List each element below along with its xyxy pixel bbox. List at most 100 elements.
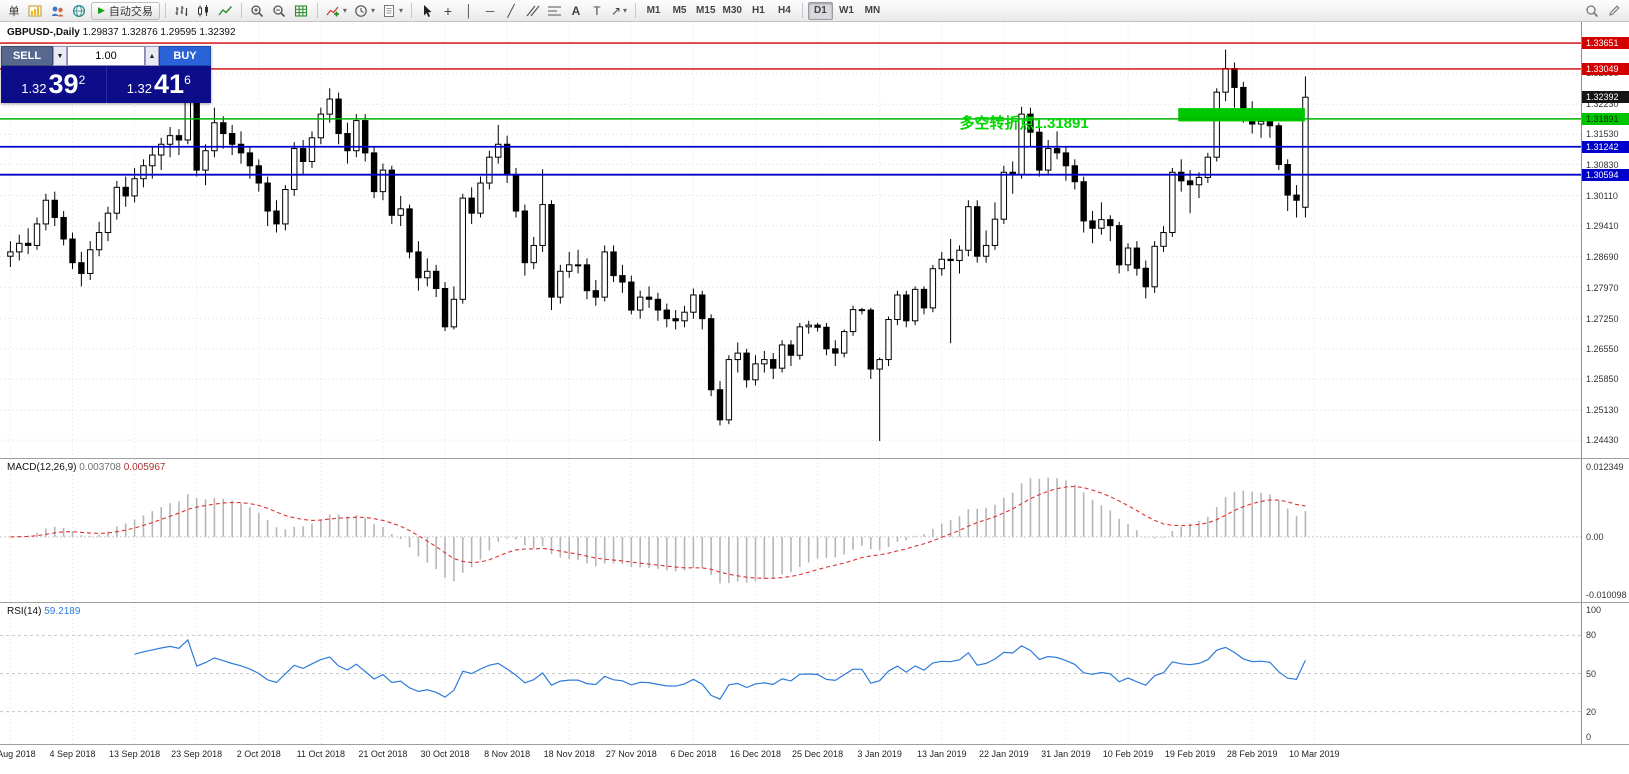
text-button[interactable]: A [566, 2, 586, 20]
price-tag: 1.33651 [1582, 37, 1629, 50]
sell-button[interactable]: SELL [1, 46, 53, 66]
date-label: 2 Oct 2018 [236, 749, 281, 759]
candlestick-icon [197, 4, 208, 16]
zoom-in-icon [251, 4, 263, 17]
rsi-panel[interactable] [0, 603, 1581, 744]
indicator-axis-label: 50 [1586, 668, 1597, 679]
indicator-axis-label: 0.012349 [1586, 462, 1624, 472]
timeframe-w1-button[interactable]: W1 [834, 2, 859, 20]
timeframe-h1-button[interactable]: H1 [746, 2, 771, 20]
clock-icon [355, 4, 367, 17]
buy-price-sup: 6 [184, 73, 191, 87]
chevron-down-icon: ▾ [342, 6, 347, 15]
price-grid-label: 1.25130 [1586, 404, 1619, 415]
date-label: 6 Dec 2018 [670, 749, 717, 759]
timeframe-m30-button[interactable]: M30 [720, 2, 745, 20]
templates-button[interactable]: ▾ [379, 2, 406, 20]
date-label: 31 Jan 2019 [1041, 749, 1091, 759]
horizontal-line-icon: ─ [485, 3, 495, 18]
date-label: 8 Nov 2018 [484, 749, 531, 759]
timeframe-m15-button[interactable]: M15 [693, 2, 718, 20]
price-grid-label: 1.32230 [1586, 99, 1619, 110]
timeframe-d1-button[interactable]: D1 [807, 1, 833, 20]
zoom-in-button[interactable] [247, 2, 268, 20]
toolbar-separator [316, 3, 318, 18]
chart-symbol-label: GBPUSD-,Daily [7, 27, 80, 38]
text-label-button[interactable]: T [587, 2, 607, 20]
edit-button[interactable] [1604, 2, 1625, 20]
date-label: 25 Dec 2018 [792, 749, 844, 759]
new-order-button[interactable]: 单 [4, 2, 24, 20]
indicators-icon [326, 6, 339, 16]
indicators-button[interactable]: ▾ [323, 2, 350, 20]
sell-price[interactable]: 1.32 39 2 [1, 66, 106, 103]
price-axis[interactable]: 1.329501.322301.315301.308301.301101.294… [1581, 22, 1629, 744]
candlestick-button[interactable] [193, 2, 214, 20]
price-grid-label: 1.25850 [1586, 373, 1619, 384]
toolbar-separator [410, 3, 412, 18]
profiles-button[interactable] [47, 2, 68, 20]
new-chart-icon [28, 5, 42, 16]
timeframe-h4-button[interactable]: H4 [772, 2, 797, 20]
date-label: 27 Nov 2018 [605, 749, 657, 759]
autotrading-label: 自动交易 [108, 5, 153, 18]
candlestick-chart[interactable]: 多空转折点1.31891 [0, 22, 1581, 458]
vertical-line-button[interactable]: │ [459, 2, 479, 20]
toolbar-separator [635, 3, 637, 18]
lot-size-input[interactable] [68, 47, 144, 65]
cursor-icon [424, 4, 432, 17]
lot-increase-button[interactable]: ▲ [145, 46, 159, 66]
one-click-trading-panel: SELL ▼ ▲ BUY 1.32 39 2 1.32 41 6 [1, 46, 211, 103]
template-icon [383, 4, 394, 17]
timeframe-m1-button[interactable]: M1 [641, 2, 666, 20]
indicator-axis-label: 80 [1586, 630, 1597, 641]
rsi-line [134, 638, 1306, 700]
arrows-button[interactable]: ↗ ▾ [608, 2, 630, 20]
date-label: 4 Sep 2018 [49, 749, 96, 759]
timeframe-mn-button[interactable]: MN [860, 2, 885, 20]
price-grid-label: 1.24430 [1586, 435, 1619, 446]
date-label: 13 Jan 2019 [916, 749, 967, 759]
periods-button[interactable]: ▾ [351, 2, 378, 20]
search-button[interactable] [1582, 2, 1603, 20]
date-label: 26 Aug 2018 [0, 749, 36, 759]
lot-decrease-button[interactable]: ▼ [53, 46, 67, 66]
profiles-icon [52, 6, 63, 16]
chart-annotation: 多空转折点1.31891 [959, 114, 1088, 132]
rsi-panel-resize-handle[interactable] [0, 602, 1629, 603]
crosshair-button[interactable]: + [438, 2, 458, 20]
price-grid-label: 1.27970 [1586, 282, 1619, 293]
toolbar-separator [801, 3, 803, 18]
navigator-button[interactable] [69, 2, 90, 20]
indicator-axis-label: -0.010098 [1586, 590, 1627, 600]
zoom-out-button[interactable] [269, 2, 290, 20]
cursor-button[interactable] [417, 2, 437, 20]
buy-price[interactable]: 1.32 41 6 [105, 66, 212, 103]
vertical-line-icon: │ [465, 3, 473, 18]
trendline-button[interactable]: ╱ [501, 2, 521, 20]
chart-title: GBPUSD-,Daily 1.29837 1.32876 1.29595 1.… [7, 27, 236, 38]
macd-name: MACD(12,26,9) [7, 462, 77, 473]
channel-button[interactable] [522, 2, 543, 20]
zoom-out-icon [273, 4, 285, 17]
timeframe-m5-button[interactable]: M5 [667, 2, 692, 20]
sell-price-big: 39 [48, 69, 79, 99]
grid-button[interactable] [291, 2, 312, 20]
time-axis[interactable]: 26 Aug 2018 4 Sep 2018 13 Sep 2018 23 Sep 2… [0, 744, 1629, 766]
autotrading-button[interactable]: ▶ 自动交易 [91, 1, 160, 20]
price-grid-label: 1.30830 [1586, 159, 1619, 170]
price-grid-label: 1.30110 [1586, 190, 1618, 201]
line-chart-button[interactable] [215, 2, 236, 20]
date-label: 28 Feb 2019 [1226, 749, 1278, 759]
new-chart-button[interactable] [25, 2, 46, 20]
fibonacci-button[interactable] [544, 2, 565, 20]
macd-panel-resize-handle[interactable] [0, 458, 1629, 459]
horizontal-line-button[interactable]: ─ [480, 2, 500, 20]
chart-ohlc-label: 1.29837 1.32876 1.29595 1.32392 [82, 27, 236, 38]
line-chart-icon [218, 5, 232, 15]
price-grid-label: 1.29410 [1586, 220, 1619, 231]
buy-button[interactable]: BUY [159, 46, 211, 66]
buy-price-big: 41 [154, 69, 185, 99]
macd-panel[interactable] [0, 459, 1581, 602]
bar-chart-button[interactable] [171, 2, 192, 20]
